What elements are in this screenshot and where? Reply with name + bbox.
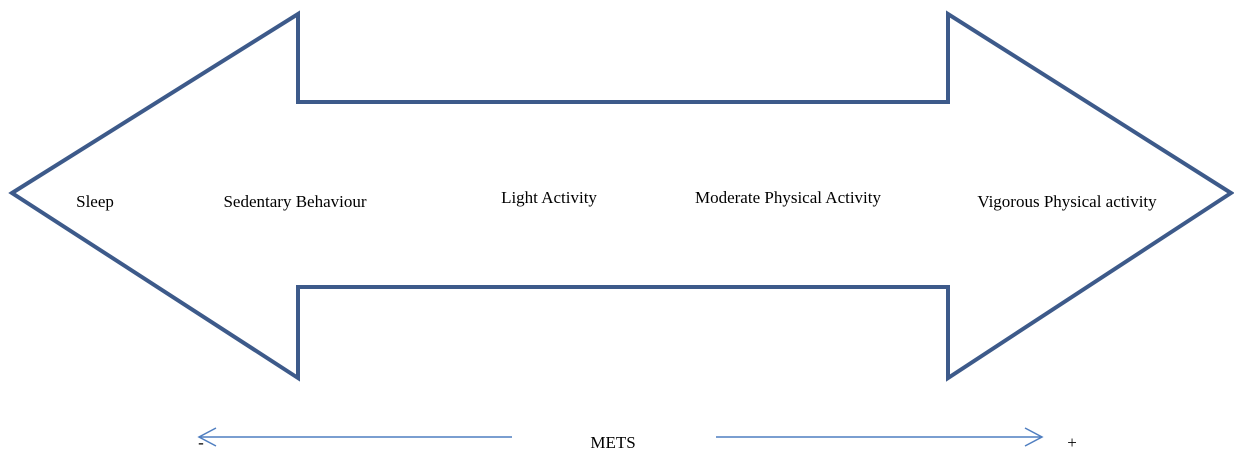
category-label: Vigorous Physical activity xyxy=(977,192,1157,211)
scale-high: + xyxy=(1067,433,1077,452)
left-arrow xyxy=(197,427,512,447)
right-arrow xyxy=(716,427,1044,447)
category-label: Light Activity xyxy=(501,188,597,207)
category-label: Moderate Physical Activity xyxy=(695,188,882,207)
double-arrow xyxy=(8,10,1234,382)
category-label: Sedentary Behaviour xyxy=(223,192,366,211)
category-label: Sleep xyxy=(76,192,114,211)
scale-low: - xyxy=(198,433,204,452)
scale-label: METS xyxy=(590,433,635,452)
